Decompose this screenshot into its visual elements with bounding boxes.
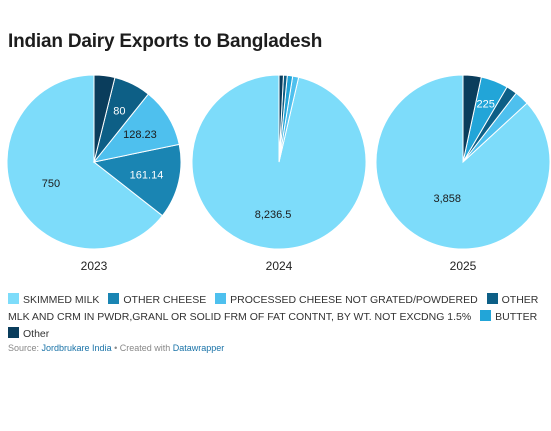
pie-slice	[6, 74, 164, 250]
legend-item: OTHER MLK AND CRM IN PWDR,GRANL OR SOLID…	[8, 293, 539, 323]
legend-item: SKIMMED MILK	[8, 293, 105, 306]
slice-data-label: 161.14	[130, 169, 164, 181]
pie-slice	[462, 74, 482, 163]
source-line: Source: Jordbrukare India • Created with…	[8, 343, 224, 353]
legend-label: SKIMMED MILK	[23, 294, 100, 306]
pie-charts: 750 161.14 128.23 80 2023 8,236.5 2024 3,858 225…	[6, 74, 551, 273]
legend-label: OTHER MLK AND CRM IN PWDR,GRANL OR SOLID…	[8, 294, 539, 323]
slice-data-label: 225	[477, 99, 495, 111]
pie-slice	[93, 74, 116, 163]
year-label: 2023	[81, 259, 108, 273]
legend-label: PROCESSED CHEESE NOT GRATED/POWDERED	[230, 294, 478, 306]
legend-label: OTHER CHEESE	[123, 294, 207, 306]
legend: SKIMMED MILK OTHER CHEESE PROCESSED CHEE…	[8, 292, 548, 343]
slice-data-label: 80	[113, 106, 125, 118]
slice-data-label: 750	[42, 178, 60, 190]
slice-data-label: 3,858	[433, 193, 461, 205]
legend-label: BUTTER	[495, 311, 538, 323]
slice-data-label: 8,236.5	[255, 209, 292, 221]
legend-item: Other	[8, 327, 55, 340]
slice-data-label: 128.23	[123, 129, 157, 141]
legend-item: OTHER CHEESE	[108, 293, 212, 306]
pie-slice	[278, 74, 285, 163]
source-prefix: Source:	[8, 343, 42, 353]
legend-swatch	[215, 293, 227, 304]
legend-item: PROCESSED CHEESE NOT GRATED/POWDERED	[215, 293, 484, 306]
chart-title: Indian Dairy Exports to Bangladesh	[8, 31, 323, 52]
legend-swatch	[8, 327, 19, 338]
legend-swatch	[480, 310, 492, 321]
source-link[interactable]: Jordbrukare India	[41, 343, 112, 353]
legend-swatch	[108, 293, 120, 304]
legend-item: BUTTER	[480, 310, 543, 323]
legend-label: Other	[23, 328, 50, 340]
pie-slice	[92, 143, 182, 217]
datawrapper-link[interactable]: Datawrapper	[172, 343, 225, 353]
legend-swatch	[8, 293, 19, 304]
source-separator: • Created with	[111, 343, 173, 353]
legend-swatch	[486, 293, 498, 304]
year-label: 2025	[450, 259, 477, 273]
year-label: 2024	[266, 259, 293, 273]
